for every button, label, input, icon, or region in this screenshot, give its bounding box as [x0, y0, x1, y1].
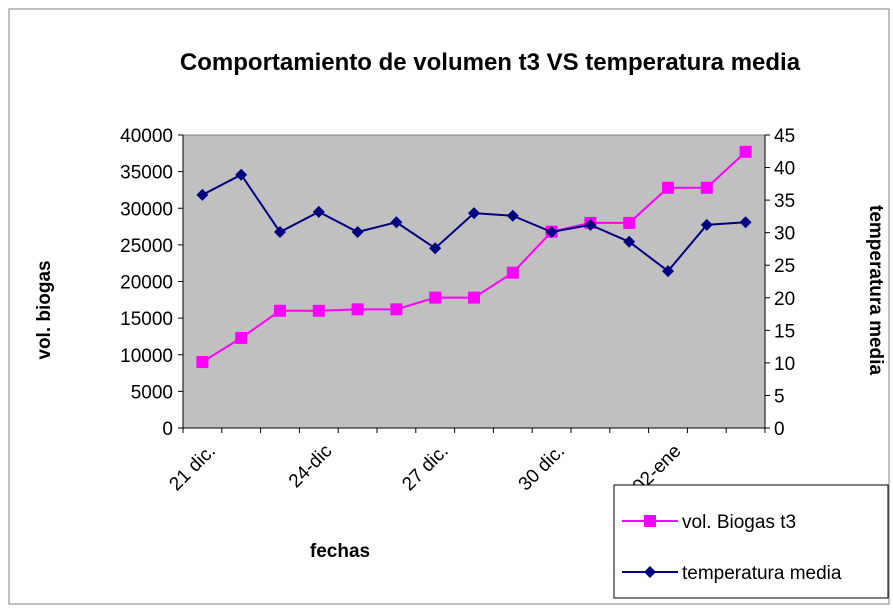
y2-tick-label: 40: [774, 159, 795, 180]
y-tick-label: 30000: [120, 199, 173, 220]
x-tick-label: 27 dic.: [398, 441, 452, 495]
data-point: [739, 216, 752, 229]
data-point: [429, 242, 442, 255]
legend-marker: [644, 515, 656, 527]
data-point: [468, 291, 480, 304]
legend-label: vol. Biogas t3: [682, 512, 796, 533]
data-point: [312, 205, 325, 218]
legend-box: [613, 484, 889, 599]
data-point: [312, 304, 325, 317]
data-point: [390, 216, 403, 229]
y2-tick-label: 30: [774, 224, 795, 245]
data-point: [700, 181, 713, 194]
data-point: [506, 209, 519, 222]
y-tick-label: 25000: [120, 236, 173, 257]
data-point: [429, 291, 442, 304]
y2-axis-label: temperatura media: [865, 205, 886, 375]
y2-tick-label: 45: [774, 126, 795, 147]
data-point: [623, 235, 636, 248]
y-tick-label: 0: [162, 419, 173, 440]
chart-frame: [8, 8, 890, 605]
x-axis-label: fechas: [310, 541, 370, 562]
x-tick-label: 30 dic.: [515, 441, 569, 495]
data-point: [196, 188, 209, 201]
y-tick-label: 15000: [120, 309, 173, 330]
data-point: [739, 145, 752, 158]
data-point: [196, 356, 209, 369]
data-point: [545, 226, 558, 239]
data-point: [506, 266, 519, 279]
y2-tick-label: 0: [774, 419, 785, 440]
data-point: [662, 265, 674, 278]
data-point: [351, 226, 364, 239]
data-point: [390, 303, 403, 316]
y2-tick-label: 15: [774, 321, 795, 342]
data-point: [700, 218, 713, 231]
data-point: [274, 304, 286, 317]
y2-tick-label: 20: [774, 289, 795, 310]
y-axis-label: vol. biogas: [34, 260, 55, 359]
data-point: [662, 181, 674, 194]
data-point: [623, 216, 636, 229]
y-tick-label: 5000: [131, 382, 173, 403]
chart-title: Comportamiento de volumen t3 VS temperat…: [179, 49, 801, 76]
y-tick-label: 20000: [120, 273, 173, 294]
y2-tick-label: 5: [774, 386, 785, 407]
legend-marker: [644, 566, 656, 578]
x-tick-label: 24-dic: [285, 441, 336, 492]
y2-tick-label: 10: [774, 354, 795, 375]
data-point: [584, 218, 597, 231]
y2-tick-label: 25: [774, 256, 795, 277]
data-point: [235, 331, 248, 344]
data-point: [468, 207, 480, 220]
data-point: [235, 168, 248, 181]
y-tick-label: 10000: [120, 346, 173, 367]
legend-label: temperatura media: [682, 563, 842, 584]
data-point: [274, 226, 286, 239]
data-point: [351, 303, 364, 316]
y-tick-label: 35000: [120, 163, 173, 184]
y-tick-label: 40000: [120, 126, 173, 147]
y2-tick-label: 35: [774, 191, 795, 212]
plot-area: [182, 134, 766, 429]
x-tick-label: 21 dic.: [165, 441, 219, 495]
